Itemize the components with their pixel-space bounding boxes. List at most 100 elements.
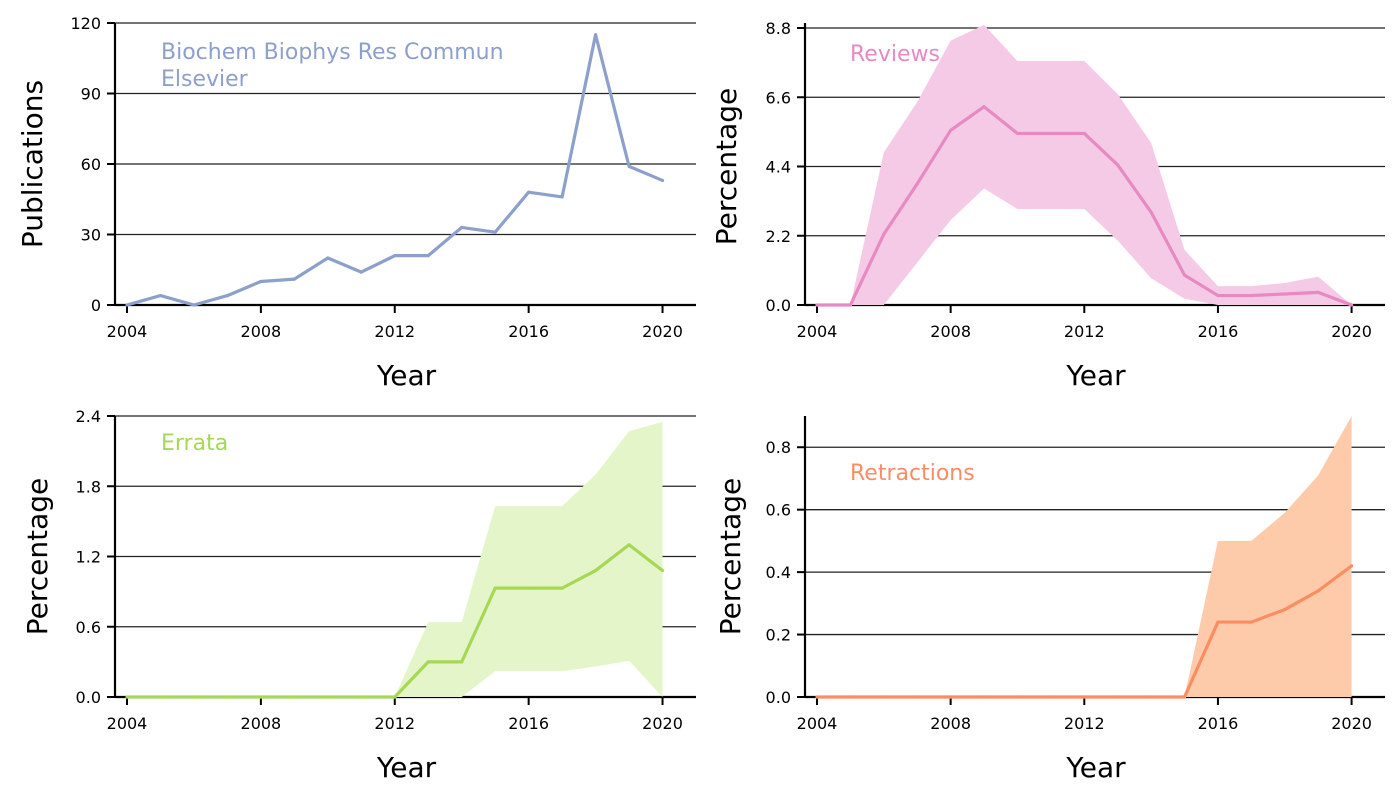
data-point [882, 232, 886, 236]
data-point [1049, 695, 1053, 699]
panel-retractions: 0.0 0.2 0.4 0.6 0.8 2004 2008 2012 2016 2020 Retra… [714, 416, 1385, 784]
y-tick-label: 0.2 [766, 626, 791, 645]
data-point [158, 294, 163, 298]
annotation-label: Retractions [850, 461, 975, 486]
x-axis-label: Year [1065, 359, 1126, 392]
data-point [915, 182, 919, 186]
data-point [1116, 163, 1120, 167]
data-point [593, 33, 598, 37]
data-point [225, 695, 230, 699]
x-axis-label: Year [376, 751, 437, 784]
data-point [1216, 620, 1220, 624]
data-point [848, 695, 853, 699]
y-axis-label: Percentage [21, 478, 54, 636]
x-tick-label: 2016 [508, 714, 549, 733]
data-point [125, 303, 129, 307]
data-point [460, 660, 464, 664]
data-point [982, 105, 986, 109]
data-point [848, 303, 853, 307]
y-tick-label: 0.6 [766, 501, 791, 520]
data-point [815, 695, 819, 699]
data-point [1049, 131, 1053, 136]
data-point [1316, 589, 1320, 593]
x-tick-label: 2008 [930, 714, 971, 733]
data-point [1349, 303, 1354, 307]
annotation-label: Reviews [850, 42, 940, 67]
data-point [660, 568, 665, 573]
data-point [915, 695, 919, 699]
y-tick-label: 0.0 [76, 688, 101, 707]
data-point [426, 254, 430, 258]
data-point [125, 695, 129, 699]
x-tick-label: 2020 [1331, 322, 1372, 341]
data-point [527, 190, 531, 194]
confidence-band [817, 24, 1352, 306]
x-tick-label: 2012 [374, 714, 415, 733]
data-point [1249, 620, 1253, 624]
data-point [359, 270, 363, 274]
data-point [949, 128, 953, 132]
confidence-band [127, 421, 663, 697]
y-tick-label: 1.2 [76, 548, 101, 567]
data-point [1182, 695, 1187, 699]
data-point [1216, 293, 1220, 298]
x-tick-label: 2004 [797, 714, 838, 733]
data-point [560, 195, 564, 199]
x-tick-label: 2016 [508, 322, 549, 341]
y-tick-label: 8.8 [766, 19, 791, 38]
data-point [158, 695, 163, 699]
y-tick-label: 2.2 [766, 227, 791, 246]
data-point [1149, 695, 1153, 699]
y-tick-label: 60 [81, 155, 101, 174]
data-point [359, 695, 363, 699]
y-tick-label: 0 [91, 296, 101, 315]
data-point [326, 256, 330, 260]
data-point [815, 303, 819, 307]
data-point [493, 586, 497, 590]
data-point [560, 586, 564, 590]
data-point [192, 695, 196, 699]
y-tick-label: 0.4 [766, 563, 791, 582]
y-tick-label: 4.4 [766, 158, 791, 177]
data-point [982, 695, 986, 699]
data-point [225, 294, 230, 298]
data-point [292, 695, 296, 699]
data-point [393, 695, 397, 699]
x-tick-label: 2008 [930, 322, 971, 341]
data-point [1283, 607, 1287, 612]
data-point [882, 695, 886, 699]
data-point [1015, 695, 1020, 699]
data-point [1015, 131, 1020, 136]
panel-publications: 0 30 60 90 120 2004 2008 2012 2016 2020 Biochem Bi… [16, 14, 696, 392]
data-point [259, 695, 263, 699]
data-point [627, 164, 631, 168]
data-point [426, 660, 430, 664]
confidence-band [817, 416, 1352, 697]
data-point [493, 230, 497, 234]
data-point [1182, 273, 1187, 277]
y-tick-label: 30 [81, 226, 101, 245]
x-tick-label: 2020 [642, 714, 683, 733]
data-point [1249, 293, 1253, 298]
data-point [1149, 210, 1153, 214]
data-point [1082, 695, 1086, 699]
x-tick-label: 2008 [241, 714, 282, 733]
data-point [660, 178, 665, 183]
data-point [1082, 131, 1086, 136]
y-tick-label: 0.0 [766, 296, 791, 315]
y-axis-label: Percentage [710, 88, 743, 246]
y-axis-label: Publications [16, 80, 49, 248]
data-point [1283, 292, 1287, 296]
x-tick-label: 2008 [241, 322, 282, 341]
data-point [949, 695, 953, 699]
data-point [1349, 564, 1354, 568]
y-tick-label: 1.8 [76, 477, 101, 496]
panel-reviews: 0.0 2.2 4.4 6.6 8.8 2004 2008 2012 2016 2020 Revie… [710, 19, 1385, 392]
data-point [1316, 290, 1320, 295]
x-tick-label: 2016 [1198, 714, 1239, 733]
y-tick-label: 0.8 [766, 438, 791, 457]
y-tick-label: 0.6 [76, 618, 101, 637]
y-tick-label: 0.0 [766, 688, 791, 707]
y-tick-label: 120 [70, 14, 101, 33]
